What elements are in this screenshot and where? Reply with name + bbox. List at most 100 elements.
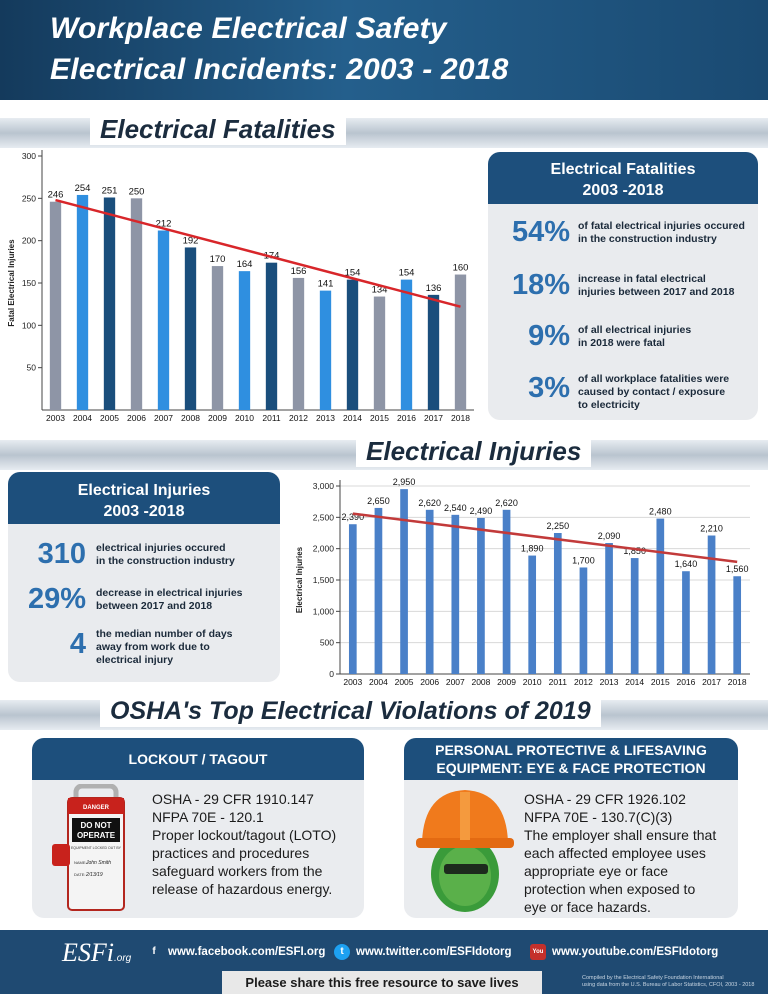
- lockout-tagout-card: LOCKOUT / TAGOUT DANGER DO NOT OPERATE E…: [32, 738, 364, 918]
- data-label: 1,560: [726, 564, 749, 574]
- facebook-link[interactable]: f www.facebook.com/ESFI.org: [146, 944, 325, 960]
- fatalities-section-title: Electrical Fatalities: [90, 113, 346, 145]
- injuries-chart: Electrical Injuries 0 500 1,000 1,500 2,000 2,…: [295, 477, 750, 687]
- y-tick-label: 50: [27, 363, 37, 373]
- data-label: 251: [102, 185, 118, 196]
- y-tick-label: 150: [22, 278, 36, 288]
- data-label: 192: [183, 235, 199, 246]
- x-tick-label: 2006: [127, 413, 146, 423]
- stat-text: of all electrical injuries in 2018 were f…: [578, 324, 692, 349]
- injury-stat: 310 electrical injuries occured in the co…: [8, 536, 280, 576]
- y-tick-label: 100: [22, 320, 36, 330]
- data-label: 2,620: [495, 498, 518, 508]
- trend-line: [55, 198, 461, 308]
- x-tick-label: 2011: [262, 413, 281, 423]
- bar: [425, 509, 434, 674]
- y-tick-label: 500: [320, 638, 334, 648]
- bar: [76, 194, 89, 410]
- bar: [292, 277, 305, 410]
- x-tick-label: 2003: [343, 677, 362, 687]
- page-subtitle: Electrical Incidents: 2003 - 2018: [50, 53, 509, 86]
- page-title: Workplace Electrical Safety: [50, 12, 447, 45]
- fatalities-panel-period: 2003 -2018: [582, 182, 664, 199]
- injuries-stats-panel: Electrical Injuries 2003 -2018 310 elect…: [8, 472, 280, 682]
- data-label: 136: [426, 283, 442, 294]
- data-label: 134: [372, 285, 388, 296]
- data-label: 2,540: [444, 503, 467, 513]
- ppe-card: PERSONAL PROTECTIVE & LIFESAVING EQUIPME…: [404, 738, 738, 918]
- page-header: Workplace Electrical Safety Electrical I…: [0, 0, 768, 100]
- y-axis-label: Electrical Injuries: [295, 546, 304, 613]
- data-label: 250: [129, 186, 145, 197]
- injuries-section-title: Electrical Injuries: [356, 435, 592, 467]
- bar: [454, 274, 467, 410]
- data-label: 2,210: [700, 524, 723, 534]
- facebook-icon: f: [152, 946, 156, 957]
- data-label: 2,390: [342, 512, 365, 522]
- x-tick-label: 2004: [369, 677, 388, 687]
- youtube-icon: You: [530, 944, 546, 960]
- lockout-card-title: LOCKOUT / TAGOUT: [32, 738, 364, 780]
- tag-header-text: DANGER: [83, 805, 110, 811]
- fatality-stat: 3% of all workplace fatalities were cause…: [488, 370, 758, 411]
- hard-hat-brim: [416, 838, 514, 848]
- x-tick-label: 2010: [235, 413, 254, 423]
- data-label: 2,620: [418, 498, 441, 508]
- injuries-panel-period: 2003 -2018: [103, 503, 185, 520]
- y-tick-label: 250: [22, 193, 36, 203]
- x-tick-label: 2017: [702, 677, 721, 687]
- data-label: 2,650: [367, 496, 390, 506]
- stat-text: of fatal electrical injuries occured in t…: [578, 220, 745, 245]
- stat-value: 54%: [511, 216, 570, 248]
- esfi-logo: ESFi.org: [62, 938, 132, 967]
- fatality-stat: 54% of fatal electrical injuries occured…: [488, 214, 758, 254]
- bar: [656, 518, 665, 674]
- data-label: 164: [237, 259, 253, 270]
- bar: [630, 558, 639, 674]
- bar: [477, 517, 485, 674]
- data-label: 1,700: [572, 555, 595, 565]
- injuries-panel-title: Electrical Injuries: [77, 482, 211, 499]
- x-tick-label: 2007: [154, 413, 173, 423]
- data-label: 1,890: [521, 544, 544, 554]
- footer: ESFi.org f www.facebook.com/ESFI.org t www…: [0, 930, 768, 994]
- x-tick-label: 2008: [181, 413, 200, 423]
- stat-value: 29%: [27, 583, 86, 615]
- twitter-link[interactable]: t www.twitter.com/ESFIdotorg: [334, 944, 511, 960]
- violations-section-title: OSHA's Top Electrical Violations of 2019: [100, 695, 601, 727]
- data-label: 154: [399, 268, 415, 279]
- y-axis-label: Fatal Electrical Injuries: [7, 239, 16, 327]
- y-tick-label: 200: [22, 236, 36, 246]
- ppe-card-text: OSHA - 29 CFR 1926.102 NFPA 70E - 130.7(…: [524, 791, 717, 915]
- bar: [238, 271, 251, 410]
- stat-text: increase in fatal electrical injuries bet…: [578, 273, 735, 298]
- y-tick-label: 3,000: [313, 481, 335, 491]
- x-tick-label: 2014: [343, 413, 362, 423]
- tag-sub-text: EQUIPMENT LOCKED OUT BY: [71, 846, 122, 850]
- bar: [49, 201, 62, 410]
- bar: [400, 489, 408, 674]
- x-tick-label: 2018: [451, 413, 470, 423]
- tag-header-band: [68, 798, 124, 814]
- data-label: 154: [345, 268, 361, 279]
- x-tick-label: 2012: [574, 677, 593, 687]
- fatalities-chart: Fatal Electrical Injuries 50 100 150 200 250 3…: [7, 150, 474, 423]
- stat-value: 3%: [528, 372, 570, 404]
- fatality-stat: 9% of all electrical injuries in 2018 wer…: [488, 318, 758, 358]
- bar: [211, 266, 224, 410]
- y-tick-label: 2,500: [313, 512, 335, 522]
- x-tick-label: 2008: [471, 677, 490, 687]
- twitter-icon: t: [334, 944, 350, 960]
- x-tick-label: 2014: [625, 677, 644, 687]
- x-tick-label: 2009: [497, 677, 516, 687]
- bar: [707, 535, 716, 674]
- lockout-card-text: OSHA - 29 CFR 1910.147 NFPA 70E - 120.1 …: [152, 791, 337, 897]
- data-label: 2,950: [393, 477, 416, 487]
- hard-hat-ridge: [460, 792, 470, 840]
- fatality-stat: 18% increase in fatal electrical injuries…: [488, 267, 758, 307]
- tag-main-text: OPERATE: [77, 831, 116, 840]
- x-tick-label: 2012: [289, 413, 308, 423]
- stat-text: the median number of days away from work …: [96, 628, 233, 666]
- youtube-link[interactable]: You www.youtube.com/ESFIdotorg: [530, 944, 718, 960]
- data-label: 254: [75, 183, 91, 194]
